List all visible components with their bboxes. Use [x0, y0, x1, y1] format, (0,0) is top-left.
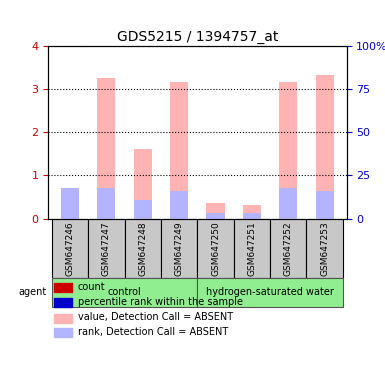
Text: hydrogen-saturated water: hydrogen-saturated water — [206, 288, 334, 298]
Bar — [61, 207, 79, 218]
Text: count: count — [78, 282, 105, 292]
Bar — [279, 187, 297, 218]
Text: GSM647252: GSM647252 — [284, 222, 293, 276]
Bar — [54, 314, 72, 323]
FancyBboxPatch shape — [198, 218, 234, 278]
Bar — [206, 212, 224, 218]
Text: GSM647246: GSM647246 — [65, 222, 74, 276]
Bar — [170, 190, 188, 218]
Bar — [206, 204, 224, 218]
Text: value, Detection Call = ABSENT: value, Detection Call = ABSENT — [78, 313, 233, 323]
Text: GSM647253: GSM647253 — [320, 222, 329, 276]
Text: GSM647248: GSM647248 — [138, 222, 147, 276]
Text: GSM647250: GSM647250 — [211, 222, 220, 276]
Bar — [54, 328, 72, 337]
FancyBboxPatch shape — [270, 218, 306, 278]
FancyBboxPatch shape — [198, 278, 343, 307]
Text: rank, Detection Call = ABSENT: rank, Detection Call = ABSENT — [78, 327, 228, 337]
FancyBboxPatch shape — [124, 218, 161, 278]
Text: GSM647247: GSM647247 — [102, 222, 111, 276]
FancyBboxPatch shape — [88, 218, 124, 278]
Bar — [134, 200, 152, 218]
FancyBboxPatch shape — [52, 278, 198, 307]
Title: GDS5215 / 1394757_at: GDS5215 / 1394757_at — [117, 30, 278, 44]
Text: control: control — [108, 288, 141, 298]
Bar — [243, 214, 261, 218]
Text: GSM647249: GSM647249 — [175, 222, 184, 276]
Text: GSM647251: GSM647251 — [248, 222, 256, 276]
Text: agent: agent — [18, 288, 46, 298]
FancyBboxPatch shape — [234, 218, 270, 278]
Bar — [97, 187, 116, 218]
Bar — [170, 82, 188, 218]
Bar — [316, 75, 334, 218]
Bar — [54, 283, 72, 293]
FancyBboxPatch shape — [161, 218, 198, 278]
FancyBboxPatch shape — [306, 218, 343, 278]
Bar — [61, 187, 79, 218]
Bar — [279, 82, 297, 218]
Bar — [134, 149, 152, 218]
Text: percentile rank within the sample: percentile rank within the sample — [78, 297, 243, 307]
Bar — [316, 190, 334, 218]
FancyBboxPatch shape — [52, 218, 88, 278]
Bar — [54, 298, 72, 307]
Bar — [97, 78, 116, 218]
Bar — [243, 205, 261, 218]
